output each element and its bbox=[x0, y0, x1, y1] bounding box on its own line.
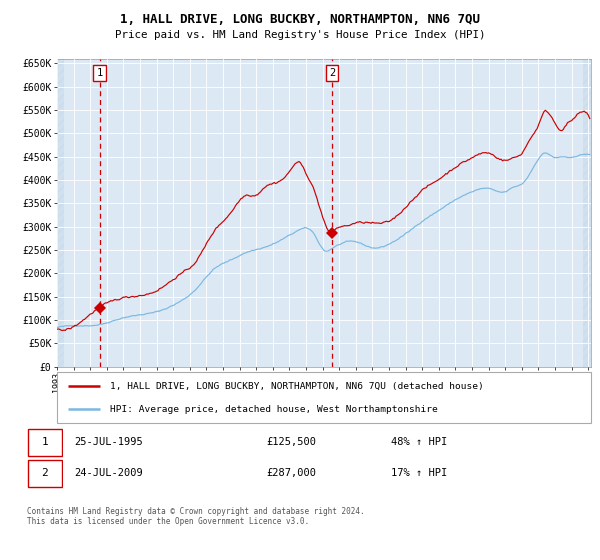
Text: 2: 2 bbox=[41, 468, 49, 478]
Text: 1: 1 bbox=[41, 437, 49, 447]
Text: 24-JUL-2009: 24-JUL-2009 bbox=[74, 468, 143, 478]
FancyBboxPatch shape bbox=[28, 429, 62, 456]
Text: HPI: Average price, detached house, West Northamptonshire: HPI: Average price, detached house, West… bbox=[110, 405, 438, 414]
Text: 1: 1 bbox=[97, 68, 103, 78]
Text: £287,000: £287,000 bbox=[266, 468, 316, 478]
Text: Price paid vs. HM Land Registry's House Price Index (HPI): Price paid vs. HM Land Registry's House … bbox=[115, 30, 485, 40]
Text: 2: 2 bbox=[329, 68, 335, 78]
Text: 48% ↑ HPI: 48% ↑ HPI bbox=[391, 437, 447, 447]
FancyBboxPatch shape bbox=[57, 372, 591, 423]
FancyBboxPatch shape bbox=[28, 460, 62, 487]
Text: 1, HALL DRIVE, LONG BUCKBY, NORTHAMPTON, NN6 7QU: 1, HALL DRIVE, LONG BUCKBY, NORTHAMPTON,… bbox=[120, 13, 480, 26]
Text: £125,500: £125,500 bbox=[266, 437, 316, 447]
Text: 1, HALL DRIVE, LONG BUCKBY, NORTHAMPTON, NN6 7QU (detached house): 1, HALL DRIVE, LONG BUCKBY, NORTHAMPTON,… bbox=[110, 381, 484, 390]
Bar bbox=[57, 59, 64, 367]
Text: 17% ↑ HPI: 17% ↑ HPI bbox=[391, 468, 447, 478]
Text: Contains HM Land Registry data © Crown copyright and database right 2024.
This d: Contains HM Land Registry data © Crown c… bbox=[27, 507, 365, 526]
Bar bbox=[583, 59, 591, 367]
Text: 25-JUL-1995: 25-JUL-1995 bbox=[74, 437, 143, 447]
